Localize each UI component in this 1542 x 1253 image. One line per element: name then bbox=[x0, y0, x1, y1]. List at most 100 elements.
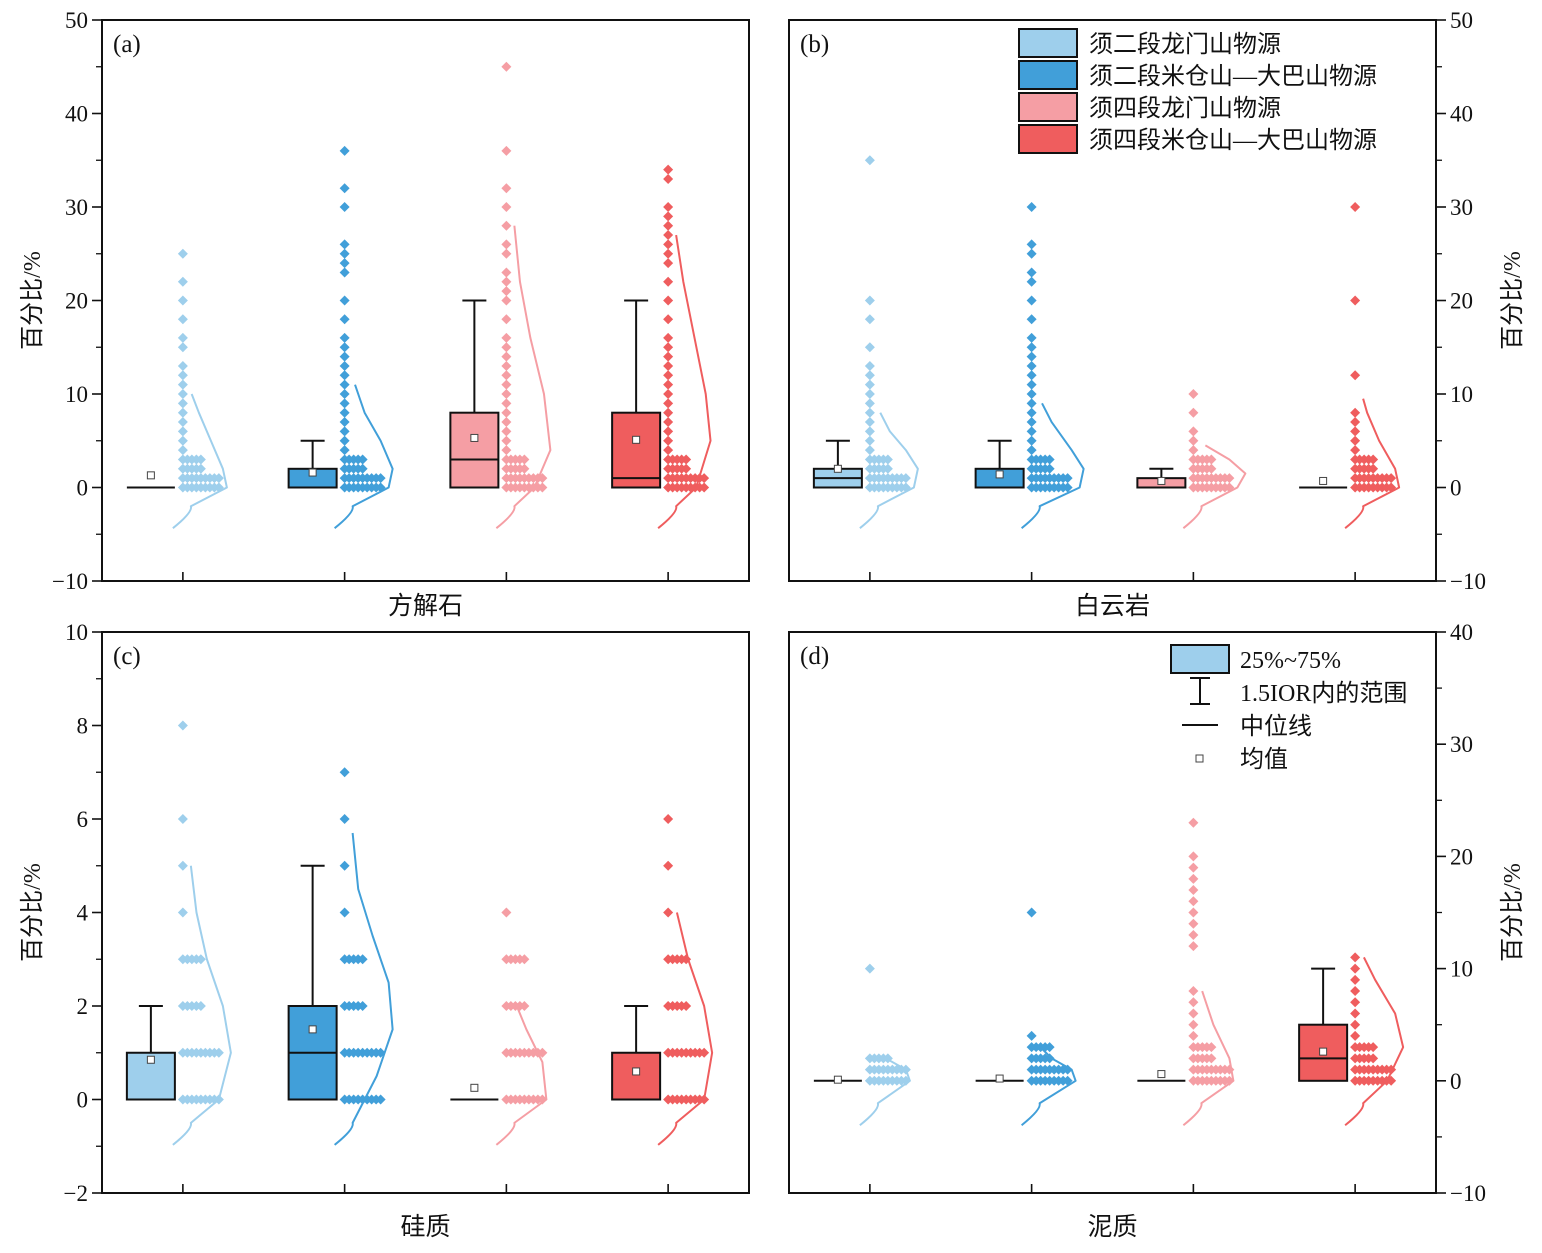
data-point bbox=[1026, 314, 1037, 325]
data-point bbox=[501, 276, 512, 287]
data-point bbox=[1188, 941, 1199, 952]
data-point bbox=[339, 239, 350, 250]
data-point bbox=[339, 860, 350, 871]
y-tick-label: 20 bbox=[1450, 289, 1473, 314]
data-point bbox=[1368, 463, 1379, 474]
data-point bbox=[864, 295, 875, 306]
y-tick-label: 0 bbox=[1450, 476, 1462, 501]
data-point bbox=[501, 248, 512, 259]
data-point bbox=[1026, 342, 1037, 353]
data-point bbox=[339, 360, 350, 371]
data-point bbox=[1026, 360, 1037, 371]
data-point bbox=[177, 398, 188, 409]
data-point bbox=[177, 435, 188, 446]
mean-marker bbox=[308, 468, 317, 477]
data-point bbox=[1206, 1053, 1217, 1064]
y-tick-label: 0 bbox=[77, 476, 89, 501]
series-group bbox=[126, 248, 228, 529]
mean-marker bbox=[833, 464, 842, 473]
data-point bbox=[864, 417, 875, 428]
density-curve bbox=[172, 393, 228, 529]
data-point bbox=[339, 183, 350, 194]
panel-b: −10 0 10 20 30 40 50 百分比/% 白云岩 (b) bbox=[788, 8, 1526, 620]
data-point bbox=[1026, 370, 1037, 381]
y-tick-label: 20 bbox=[65, 289, 88, 314]
data-point bbox=[1350, 1019, 1361, 1030]
data-point bbox=[1350, 426, 1361, 437]
x-axis-title: 方解石 bbox=[388, 592, 463, 620]
series-group bbox=[1136, 389, 1247, 529]
mean-marker bbox=[1319, 476, 1328, 485]
data-point bbox=[501, 314, 512, 325]
data-point bbox=[339, 407, 350, 418]
data-point bbox=[519, 954, 530, 965]
series-group bbox=[287, 145, 394, 529]
y-tick-label: 30 bbox=[65, 195, 88, 220]
y-tick-label: 8 bbox=[77, 714, 89, 739]
data-point bbox=[1188, 1030, 1199, 1041]
y-tick-label: 10 bbox=[1450, 957, 1473, 982]
data-point bbox=[177, 407, 188, 418]
data-point bbox=[1350, 435, 1361, 446]
data-point bbox=[501, 351, 512, 362]
series-group bbox=[125, 720, 232, 1146]
y-tick-label: 10 bbox=[65, 382, 88, 407]
series-group bbox=[611, 814, 714, 1146]
data-point bbox=[1026, 435, 1037, 446]
data-point bbox=[501, 202, 512, 212]
plot-frame bbox=[788, 631, 1437, 1194]
data-point bbox=[864, 342, 875, 353]
mean-marker bbox=[632, 1067, 641, 1076]
data-point bbox=[501, 907, 512, 918]
data-point bbox=[1224, 1075, 1235, 1086]
y-tick-label: 20 bbox=[1450, 844, 1473, 869]
y-axis-title: 百分比/% bbox=[19, 251, 46, 350]
data-point bbox=[1350, 997, 1361, 1008]
data-point bbox=[663, 445, 674, 456]
data-point bbox=[864, 360, 875, 371]
data-point bbox=[663, 230, 674, 241]
data-point bbox=[501, 145, 512, 156]
data-point bbox=[213, 1047, 224, 1058]
legend-swatch bbox=[1018, 92, 1078, 122]
data-point bbox=[177, 417, 188, 428]
data-point bbox=[519, 463, 530, 474]
data-point bbox=[663, 342, 674, 353]
mean-marker bbox=[146, 1055, 155, 1064]
data-point bbox=[501, 61, 512, 72]
panel-label: (a) bbox=[113, 31, 141, 58]
legend-mean-swatch bbox=[1195, 754, 1204, 763]
data-point bbox=[681, 463, 692, 474]
data-point bbox=[339, 145, 350, 156]
data-point bbox=[339, 295, 350, 306]
data-point bbox=[663, 258, 674, 269]
data-point bbox=[1062, 482, 1073, 493]
data-point bbox=[663, 860, 674, 871]
data-point bbox=[339, 389, 350, 399]
data-point bbox=[1206, 454, 1217, 465]
data-point bbox=[1350, 1030, 1361, 1041]
legend-swatch bbox=[1018, 60, 1078, 90]
data-point bbox=[177, 314, 188, 325]
mean-marker bbox=[995, 1074, 1004, 1083]
legend-item: 须四段龙门山物源 bbox=[1018, 92, 1281, 122]
y-tick-label: 0 bbox=[77, 1088, 89, 1113]
data-point bbox=[1368, 1053, 1379, 1064]
data-point bbox=[177, 814, 188, 824]
data-point bbox=[1350, 1008, 1361, 1019]
data-point bbox=[501, 398, 512, 409]
data-point bbox=[501, 407, 512, 418]
data-point bbox=[177, 907, 188, 918]
data-point bbox=[339, 426, 350, 437]
data-point bbox=[663, 379, 674, 390]
data-point bbox=[1026, 398, 1037, 409]
data-point bbox=[1350, 407, 1361, 418]
y-tick-label: 40 bbox=[1450, 620, 1473, 645]
y-tick-label: 10 bbox=[65, 620, 88, 645]
data-point bbox=[1188, 929, 1199, 940]
data-point bbox=[864, 155, 875, 166]
mean-marker bbox=[470, 433, 479, 442]
data-point bbox=[663, 407, 674, 418]
data-point bbox=[1386, 473, 1397, 484]
